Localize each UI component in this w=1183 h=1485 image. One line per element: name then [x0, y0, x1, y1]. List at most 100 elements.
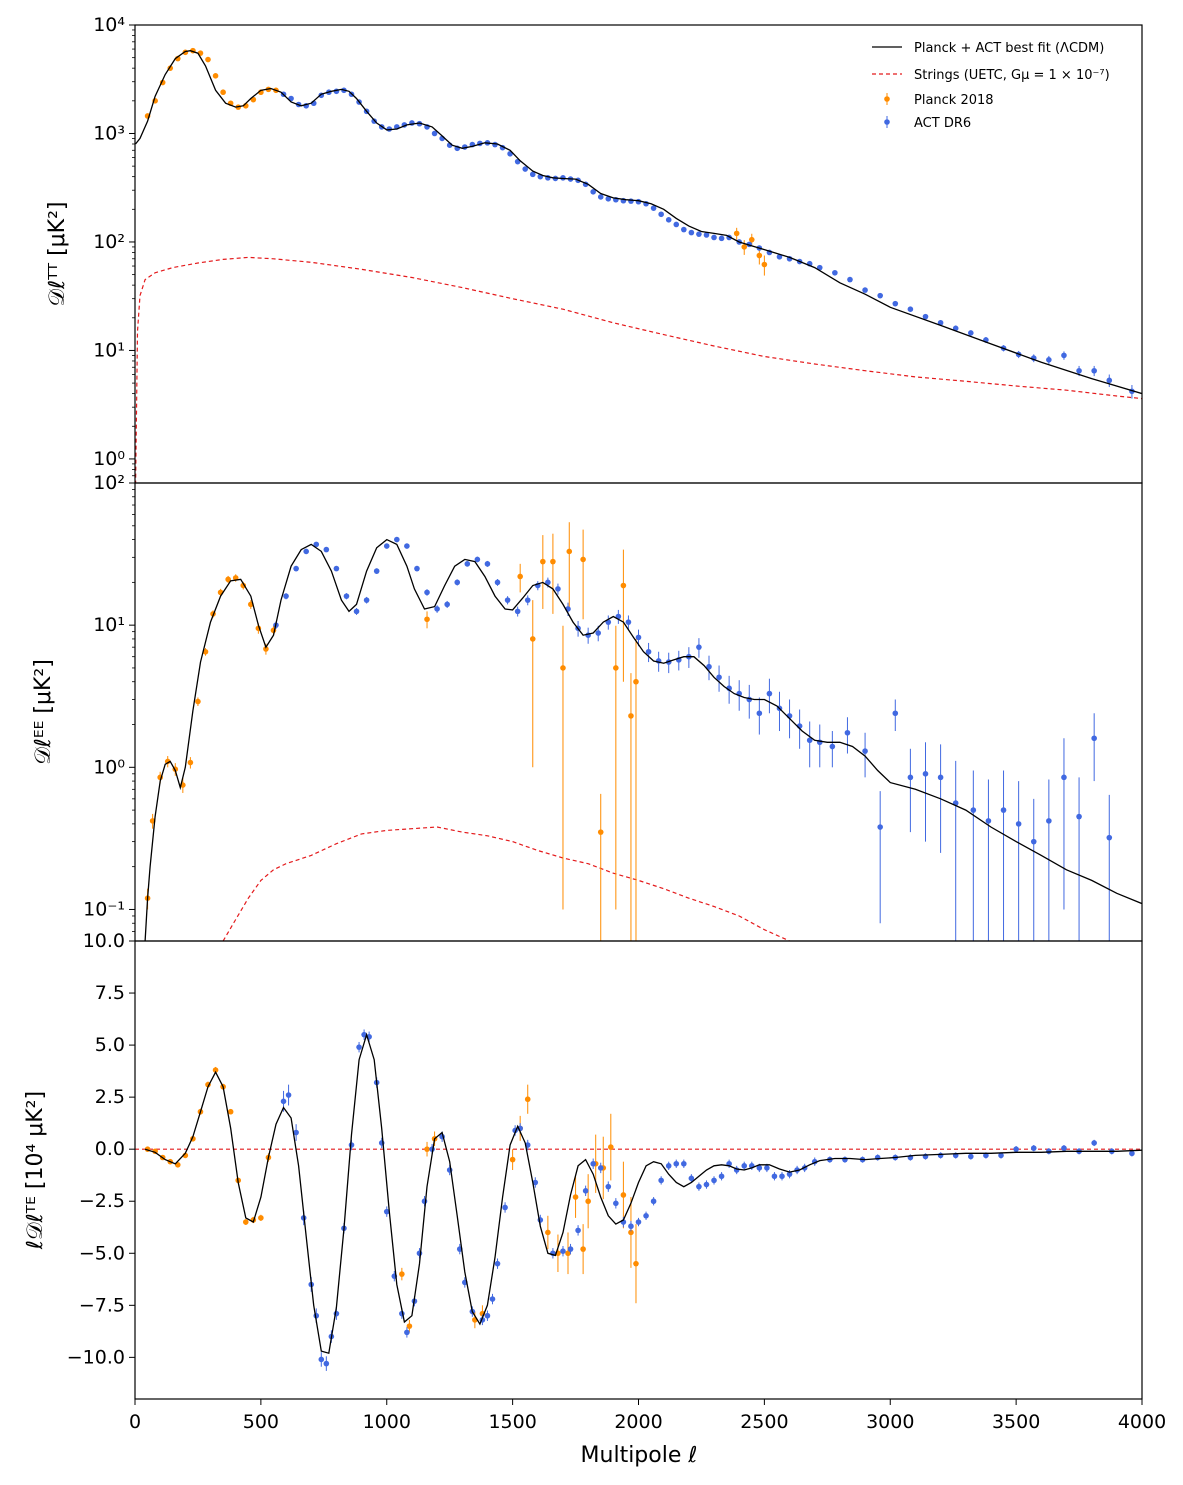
- ee-act-point: [756, 710, 763, 717]
- te-act-point: [635, 1219, 642, 1225]
- te-act-point: [711, 1177, 717, 1184]
- te-act-point: [575, 1227, 581, 1234]
- ee-act-point: [766, 690, 773, 697]
- ee-planck-point: [560, 665, 566, 671]
- tt-act-point: [673, 221, 680, 228]
- tt-act-point: [529, 171, 536, 178]
- te-plot-area: [135, 1029, 1142, 1371]
- ee-planck-point: [633, 678, 639, 685]
- ee-act-point: [394, 536, 400, 543]
- tt-act-point: [847, 276, 853, 283]
- tt-act-point: [658, 211, 664, 218]
- te-act-point: [348, 1142, 355, 1148]
- ee-planck-point: [263, 646, 269, 652]
- ee-planck-point: [225, 576, 231, 583]
- ee-act-point: [454, 579, 461, 586]
- ee-act-point: [922, 771, 929, 777]
- legend: Planck + ACT best fit (ΛCDM) Strings (UE…: [872, 41, 1110, 131]
- ee-act-point: [716, 674, 722, 681]
- te-planck-point: [628, 1229, 634, 1236]
- ee-act-point: [706, 663, 712, 670]
- te-act-point: [741, 1163, 748, 1169]
- ee-y-ticks: 10⁻¹ 10⁰ 10¹ 10²: [83, 472, 135, 942]
- x-tick-label: 0: [129, 1411, 141, 1433]
- te-act-point: [280, 1098, 287, 1105]
- te-act-point: [502, 1204, 508, 1211]
- te-planck-point: [620, 1192, 627, 1198]
- tt-planck-point: [733, 230, 740, 237]
- te-act-point: [718, 1173, 725, 1180]
- te-act-point: [318, 1356, 325, 1363]
- tt-act-point: [1076, 367, 1082, 374]
- te-planck-point: [585, 1198, 591, 1205]
- tt-act-point: [711, 234, 717, 241]
- te-act-point: [968, 1153, 974, 1160]
- tt-act-point: [816, 264, 823, 271]
- ee-act-point: [1106, 834, 1113, 841]
- tt-planck-point: [741, 244, 748, 250]
- y-tick-label: 10.0: [83, 930, 125, 952]
- ee-model-curve: [144, 538, 1142, 941]
- te-planck-point: [572, 1194, 579, 1200]
- te-act-point: [650, 1198, 657, 1205]
- ee-act-point: [414, 565, 420, 572]
- tt-act-point: [718, 235, 725, 242]
- ee-strings-curve: [222, 826, 790, 941]
- legend-planck-label: Planck 2018: [914, 93, 994, 108]
- tt-act-point: [892, 300, 899, 307]
- y-tick-label: 10⁴: [93, 14, 125, 36]
- ee-act-point: [545, 579, 551, 586]
- ee-act-point: [283, 593, 289, 599]
- panel-frame: [134, 940, 1143, 1400]
- y-tick-label: 10⁰: [93, 756, 125, 778]
- y-tick-label: −10.0: [67, 1346, 125, 1368]
- tt-act-point: [832, 269, 838, 276]
- tt-y-ticks: 10⁰ 10¹ 10² 10³ 10⁴: [93, 14, 135, 484]
- ee-act-point: [424, 589, 430, 596]
- tt-act-point: [696, 231, 702, 237]
- y-tick-label: 10¹: [93, 614, 125, 636]
- ee-act-point: [434, 606, 440, 612]
- ee-planck-point: [540, 558, 546, 565]
- te-planck-point: [565, 1250, 571, 1257]
- te-act-point: [628, 1223, 634, 1230]
- te-act-point: [567, 1246, 574, 1252]
- ee-plot-area: [144, 522, 1142, 941]
- x-tick-label: 4000: [1118, 1411, 1166, 1433]
- ee-planck-point: [424, 616, 430, 623]
- te-act-point: [285, 1092, 292, 1098]
- te-ylabel: ℓ𝒟ℓᵀᴱ [10⁴ μK²]: [23, 1091, 48, 1250]
- te-act-point: [421, 1198, 428, 1205]
- ee-act-point: [970, 807, 977, 813]
- tt-act-point: [665, 217, 672, 223]
- te-planck-point: [258, 1215, 264, 1221]
- tt-act-point: [590, 189, 596, 195]
- ee-act-point: [474, 556, 481, 563]
- te-act-point: [1046, 1148, 1052, 1155]
- tt-act-point: [922, 313, 929, 320]
- tt-act-point: [1091, 367, 1097, 374]
- panel-tt: 10⁰ 10¹ 10² 10³ 10⁴ 𝒟ℓᵀᵀ [μK²]: [45, 14, 1142, 484]
- y-tick-label: −7.5: [79, 1294, 125, 1316]
- ee-act-point: [937, 774, 944, 781]
- te-act-point: [489, 1296, 496, 1302]
- ee-planck-point: [628, 713, 634, 719]
- tt-act-point: [650, 205, 657, 211]
- x-tick-label: 3000: [866, 1411, 914, 1433]
- tt-act-point: [1046, 356, 1052, 363]
- tt-act-point: [688, 229, 695, 236]
- y-tick-label: 10¹: [93, 339, 125, 361]
- te-act-point: [1061, 1145, 1067, 1151]
- ee-act-point: [363, 597, 370, 603]
- ee-planck-point: [187, 759, 194, 766]
- te-planck-point: [424, 1146, 430, 1152]
- tt-planck-point: [756, 252, 763, 259]
- y-tick-label: −5.0: [79, 1242, 125, 1264]
- ee-act-point: [343, 593, 350, 599]
- tt-act-point: [628, 198, 634, 204]
- y-tick-label: 10⁻¹: [83, 898, 125, 920]
- x-tick-label: 2500: [740, 1411, 788, 1433]
- te-act-point: [786, 1171, 793, 1177]
- x-tick-label: 1000: [363, 1411, 411, 1433]
- y-tick-label: 10²: [93, 231, 125, 253]
